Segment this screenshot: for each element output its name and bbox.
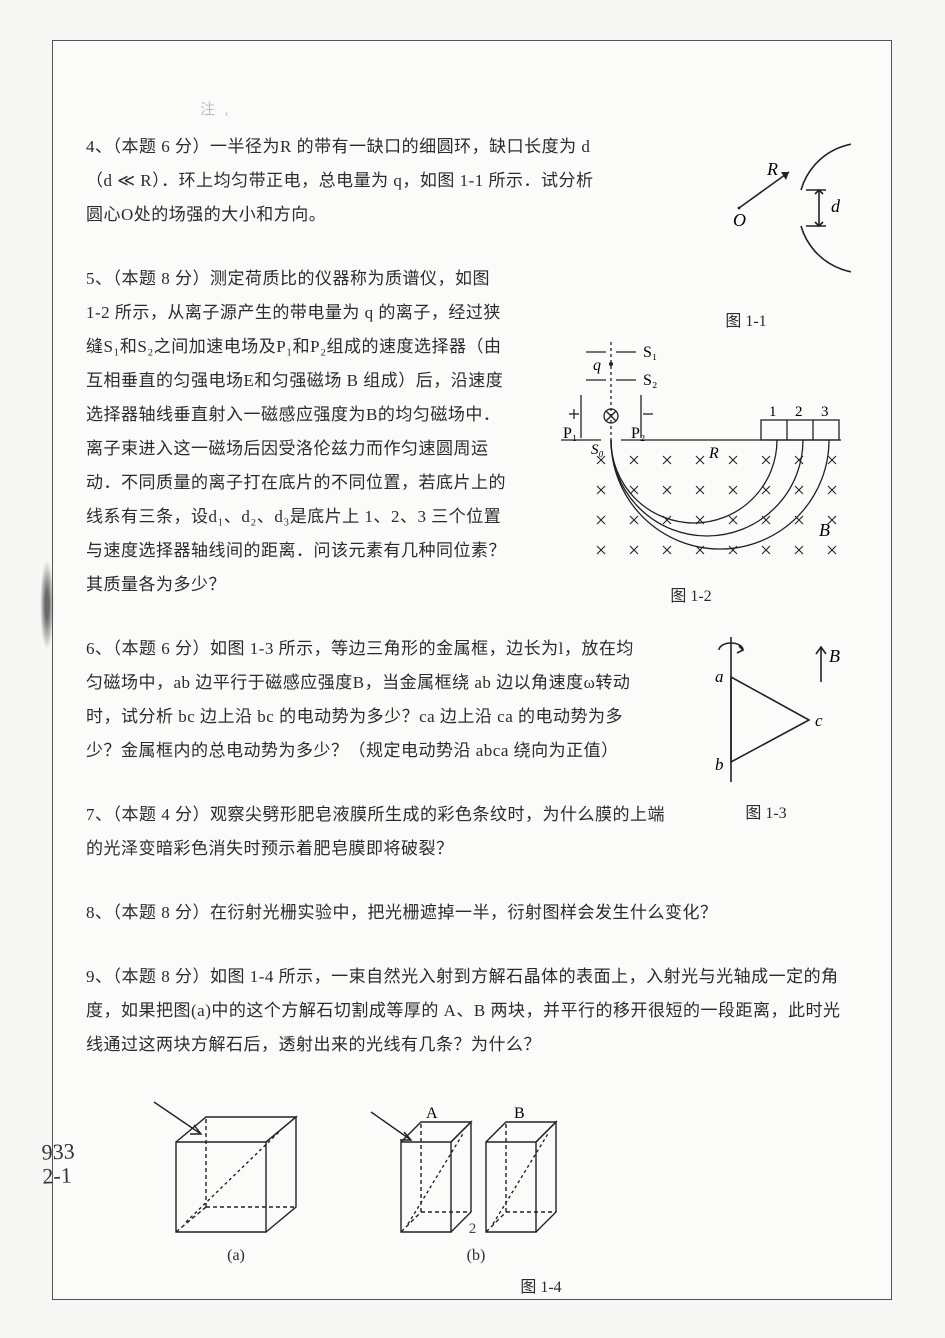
- question-7: 7、（本题 4 分）观察尖劈形肥皂液膜所生成的彩色条纹时，为什么膜的上端的光泽变…: [86, 798, 676, 866]
- fig1-1-d-label: d: [831, 196, 841, 216]
- fig1-1-svg: R O d: [641, 130, 851, 300]
- fig1-3-b: b: [715, 755, 724, 774]
- fig1-4-a: (a): [146, 1092, 326, 1265]
- fig1-2-B: B: [819, 520, 830, 540]
- page-content: R O d 图 1-1 4、（本题 6 分）一半径为R 的带有一缺口的细圆环，缺…: [86, 130, 856, 1297]
- fig1-3-a: a: [715, 667, 724, 686]
- question-4: 4、（本题 6 分）一半径为R 的带有一缺口的细圆环，缺口长度为 d（d ≪ R…: [86, 130, 606, 232]
- fig1-2-S0: S₀: [591, 442, 604, 458]
- fig1-2-tick3: 3: [821, 404, 829, 420]
- fig1-2-svg: S₁ S₂ q P₁ P₂ S₀ 1 2 3 R B: [531, 340, 851, 575]
- page-number: 2: [0, 1221, 945, 1238]
- fig1-1-caption: 图 1-1: [636, 311, 856, 333]
- fig1-3-B: B: [829, 646, 840, 666]
- handwriting-line2: 2-1: [42, 1163, 76, 1188]
- fig1-2-P2: P₂: [631, 425, 645, 442]
- question-6: 6、（本题 6 分）如图 1-3 所示，等边三角形的金属框，边长为l，放在均匀磁…: [86, 632, 646, 768]
- fig1-3-c: c: [815, 711, 823, 730]
- fig1-4-b: A B (b): [366, 1092, 586, 1265]
- fig1-3-svg: a b c B: [681, 632, 851, 792]
- fig1-1-O-label: O: [733, 210, 746, 230]
- faint-top-mark: 注 ,: [200, 98, 232, 119]
- fig1-4-b-label: (b): [366, 1247, 586, 1265]
- question-5: 5、（本题 8 分）测定荷质比的仪器称为质谱仪，如图 1-2 所示，从离子源产生…: [86, 262, 506, 602]
- scan-smudge: [40, 560, 54, 650]
- handwriting-line1: 933: [41, 1139, 75, 1164]
- fig1-2-S1: S₁: [643, 344, 657, 361]
- fig1-2-tick2: 2: [795, 404, 803, 420]
- fig1-3-caption: 图 1-3: [676, 803, 856, 825]
- figure-1-1: R O d 图 1-1: [636, 130, 856, 334]
- figure-1-2: S₁ S₂ q P₁ P₂ S₀ 1 2 3 R B 图 1-2: [526, 340, 856, 609]
- fig1-2-R: R: [708, 445, 719, 462]
- fig1-4-A-label: A: [426, 1105, 438, 1122]
- fig1-2-q: q: [593, 357, 601, 374]
- scan-page: 注 , R O: [0, 0, 945, 1338]
- fig1-4-B-label: B: [514, 1105, 525, 1122]
- question-9: 9、（本题 8 分）如图 1-4 所示，一束自然光入射到方解石晶体的表面上，入射…: [86, 960, 856, 1062]
- fig1-2-P1: P₁: [563, 425, 577, 442]
- fig1-2-S2: S₂: [643, 372, 657, 389]
- fig1-2-caption: 图 1-2: [526, 586, 856, 608]
- fig1-1-R-label: R: [766, 159, 778, 179]
- figure-1-4: (a): [146, 1092, 856, 1265]
- fig1-4-a-label: (a): [146, 1247, 326, 1265]
- figure-1-3: a b c B 图 1-3: [676, 632, 856, 826]
- handwritten-note: 933 2-1: [41, 1139, 76, 1188]
- fig1-2-tick1: 1: [769, 404, 777, 420]
- fig1-4-caption: 图 1-4: [226, 1273, 856, 1297]
- question-8: 8、（本题 8 分）在衍射光栅实验中，把光栅遮掉一半，衍射图样会发生什么变化？: [86, 896, 856, 930]
